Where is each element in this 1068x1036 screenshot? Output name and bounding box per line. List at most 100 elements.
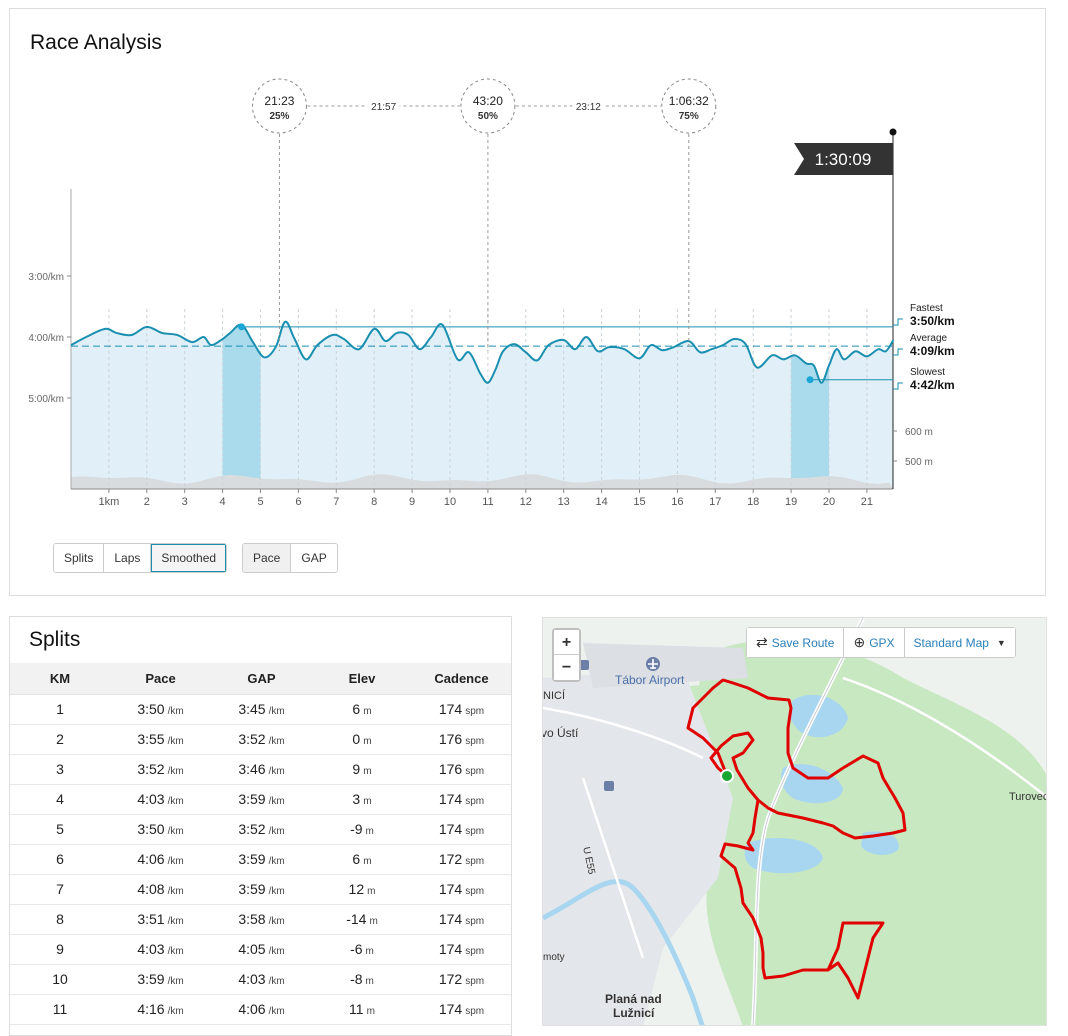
interval-label: 23:12 — [576, 102, 601, 113]
split-value: 4:03 — [137, 941, 165, 957]
race-analysis-title: Race Analysis — [30, 31, 162, 54]
split-unit: /km — [167, 916, 184, 927]
split-value: 176 — [438, 761, 463, 777]
split-unit: /km — [167, 976, 184, 987]
split-cell-km: 7 — [10, 874, 110, 905]
slowest-value: 4:42/km — [910, 378, 955, 392]
split-cell-elev: -14 m — [312, 904, 412, 935]
split-cell-cadence: 174 spm — [412, 814, 511, 845]
col-gap-header[interactable]: GAP — [211, 663, 312, 695]
splits-row[interactable]: 10 3:59/km 4:03/km -8 m 172 spm — [10, 964, 511, 995]
splits-row[interactable]: 3 3:52/km 3:46/km 9 m 176 spm — [10, 754, 511, 785]
smoothed-view-button[interactable]: Smoothed — [151, 544, 227, 572]
zoom-in-button[interactable]: + — [554, 630, 579, 655]
laps-view-button[interactable]: Laps — [104, 544, 152, 572]
split-unit: /km — [167, 706, 184, 717]
split-value: 3:52 — [238, 731, 266, 747]
splits-row[interactable]: 1 3:50/km 3:45/km 6 m 174 spm — [10, 694, 511, 725]
town-label-left2: NICÍ — [543, 690, 565, 702]
pace-area — [71, 321, 894, 489]
split-value: -9 — [350, 821, 363, 837]
splits-row[interactable]: 6 4:06/km 3:59/km 6 m 172 spm — [10, 844, 511, 875]
split-cell-km: 2 — [10, 724, 110, 755]
col-elev-header[interactable]: Elev — [312, 663, 412, 695]
split-unit: /km — [167, 796, 184, 807]
split-value: 3:50 — [137, 821, 165, 837]
split-cell-elev: 11 m — [312, 994, 412, 1025]
split-value: 2 — [56, 731, 64, 747]
road — [581, 777, 645, 959]
split-unit: /km — [167, 946, 184, 957]
split-value: -14 — [346, 911, 367, 927]
split-cell-pace: 4:03/km — [110, 934, 211, 965]
splits-row[interactable]: 8 3:51/km 3:58/km -14 m 174 spm — [10, 904, 511, 935]
split-cell-gap: 3:46/km — [211, 754, 312, 785]
split-value: 7 — [56, 881, 64, 897]
col-cadence-header[interactable]: Cadence — [412, 663, 511, 695]
split-cell-gap: 3:45/km — [211, 694, 312, 725]
checkpoint-percent: 25% — [269, 111, 289, 122]
rail-station-icon — [604, 781, 614, 791]
x-tick-label: 21 — [861, 496, 873, 508]
x-tick-label: 16 — [671, 496, 683, 508]
x-tick-label: 10 — [444, 496, 456, 508]
slowest-label: Slowest — [910, 367, 945, 378]
splits-row[interactable]: 2 3:55/km 3:52/km 0 m 176 spm — [10, 724, 511, 755]
split-cell-km: 3 — [10, 754, 110, 785]
split-value: 3:52 — [238, 821, 266, 837]
col-pace-header[interactable]: Pace — [110, 663, 211, 695]
split-cell-km: 11 — [10, 994, 110, 1025]
split-value: 3:55 — [137, 731, 165, 747]
area-mask — [71, 189, 894, 383]
view-toggle-group: Splits Laps Smoothed — [53, 543, 228, 573]
split-unit: m — [363, 706, 372, 717]
x-tick-label: 11 — [482, 496, 493, 508]
split-unit: spm — [465, 856, 485, 867]
splits-header-row: KM Pace GAP Elev Cadence — [10, 663, 511, 695]
split-unit: /km — [268, 886, 285, 897]
split-value: 1 — [56, 701, 64, 717]
split-value: 174 — [438, 911, 463, 927]
gpx-download-button[interactable]: ⊕ GPX — [844, 628, 905, 657]
splits-table: KM Pace GAP Elev Cadence 1 3:50/km 3:45/km… — [10, 663, 511, 1025]
gap-metric-button[interactable]: GAP — [291, 544, 337, 572]
split-cell-cadence: 172 spm — [412, 964, 511, 995]
save-route-label: Save Route — [771, 635, 835, 650]
zoom-out-button[interactable]: − — [554, 655, 579, 680]
split-cell-pace: 4:16/km — [110, 994, 211, 1025]
split-cell-pace: 4:08/km — [110, 874, 211, 905]
split-unit: /km — [268, 946, 285, 957]
splits-row[interactable]: 11 4:16/km 4:06/km 11 m 174 spm — [10, 994, 511, 1025]
map-canvas[interactable] — [543, 618, 1047, 1026]
checkpoint-time: 43:20 — [473, 94, 503, 108]
road — [752, 618, 864, 1025]
interval-label: 21:57 — [371, 102, 396, 113]
route-map[interactable]: Tábor Airport NICÍ vo Ústí U E55 Turovec… — [542, 617, 1047, 1026]
pace-metric-button[interactable]: Pace — [243, 544, 292, 572]
split-value: 176 — [438, 731, 463, 747]
split-unit: spm — [465, 886, 485, 897]
x-tick-label: 18 — [747, 496, 759, 508]
save-route-button[interactable]: ⇄ Save Route — [747, 628, 845, 657]
split-cell-cadence: 174 spm — [412, 784, 511, 815]
slowest-bracket — [893, 382, 903, 390]
splits-row[interactable]: 7 4:08/km 3:59/km 12 m 174 spm — [10, 874, 511, 905]
splits-row[interactable]: 4 4:03/km 3:59/km 3 m 174 spm — [10, 784, 511, 815]
split-value: 172 — [438, 971, 463, 987]
splits-row[interactable]: 5 3:50/km 3:52/km -9 m 174 spm — [10, 814, 511, 845]
split-unit: /km — [268, 1006, 285, 1017]
split-unit: /km — [268, 766, 285, 777]
split-unit: m — [365, 976, 374, 987]
splits-row[interactable]: 9 4:03/km 4:05/km -6 m 174 spm — [10, 934, 511, 965]
map-toolbar: ⇄ Save Route ⊕ GPX Standard Map ▼ — [746, 627, 1016, 658]
col-km-header[interactable]: KM — [10, 663, 110, 695]
river — [543, 879, 705, 1025]
start-marker[interactable] — [720, 769, 734, 783]
splits-title: Splits — [29, 628, 81, 651]
average-label: Average — [910, 333, 948, 344]
splits-panel: Splits KM Pace GAP Elev Cadence 1 3:50/km… — [9, 616, 512, 1036]
splits-view-button[interactable]: Splits — [54, 544, 105, 572]
split-value: 3 — [352, 791, 361, 807]
map-type-select[interactable]: Standard Map ▼ — [904, 628, 1015, 657]
water-body — [781, 764, 843, 804]
